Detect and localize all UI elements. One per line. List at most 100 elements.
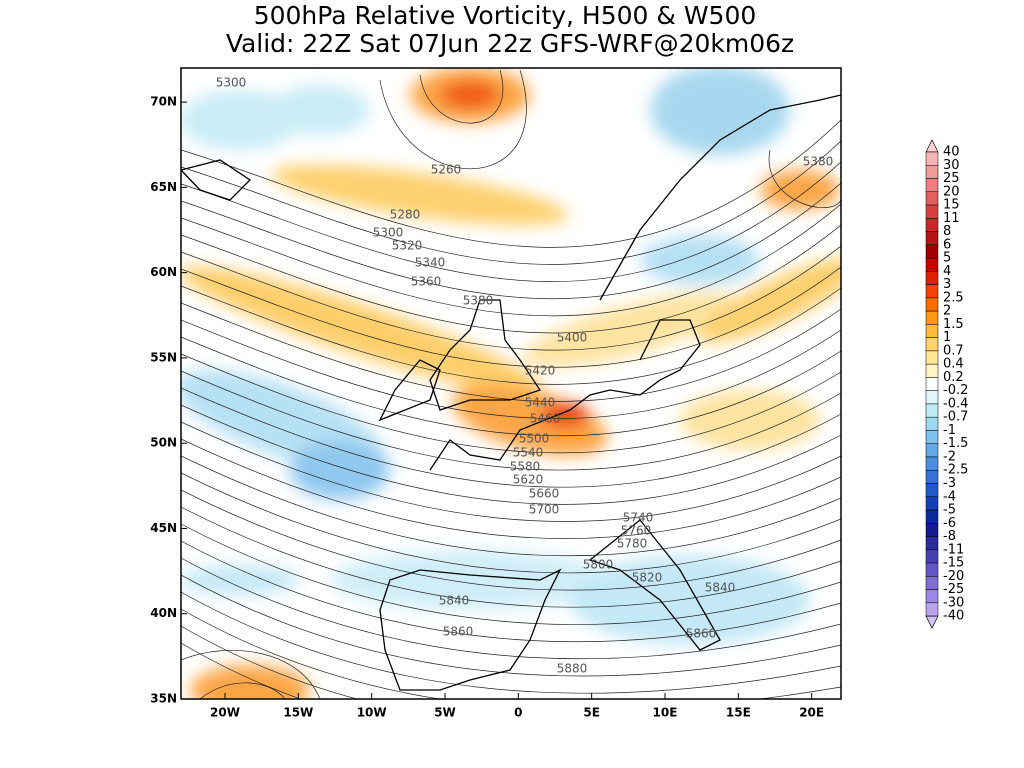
colorbar-label: 2.5 — [943, 290, 964, 305]
contour-label: 5400 — [557, 331, 588, 345]
colorbar-label: -0.7 — [943, 410, 968, 425]
colorbar-cap — [925, 615, 939, 629]
axes: 20W 15W 10W 5W 0 5E 10E 15E 20E 35N 40N 45N 50N 55N 60… — [150, 95, 824, 720]
colorbar-label: -0.2 — [943, 383, 968, 398]
colorbar-label: -2 — [943, 449, 956, 464]
contour-line — [181, 438, 841, 539]
colorbar-box — [925, 377, 939, 391]
contour-line — [181, 224, 841, 334]
contour-line — [181, 506, 841, 608]
contour-line — [181, 455, 841, 557]
colorbar-label: -6 — [943, 516, 956, 531]
contour-label: 5760 — [621, 524, 652, 538]
colorbar-box — [925, 602, 939, 617]
contour-line — [181, 625, 359, 699]
x-tick-label: 20E — [799, 706, 824, 720]
contour-line — [181, 266, 841, 368]
contour-line — [181, 182, 841, 299]
contour-label: 5340 — [415, 256, 446, 270]
colorbar-label: -25 — [943, 582, 964, 597]
colorbar-label: -5 — [943, 503, 956, 518]
contour-label: 5620 — [513, 473, 544, 487]
y-tick-label: 40N — [150, 606, 177, 620]
contour-label: 5840 — [705, 581, 736, 595]
colorbar-box — [925, 390, 939, 405]
contour-label: 5860 — [686, 627, 717, 641]
colorbar-box — [925, 416, 939, 431]
colorbar-label: 4 — [943, 264, 951, 279]
contour-label: 5500 — [519, 432, 550, 446]
colorbar-box — [925, 204, 939, 219]
colorbar-box — [925, 271, 939, 285]
colorbar-label: -40 — [943, 609, 964, 624]
contour-label: 5540 — [513, 446, 544, 460]
contour-label: 5300 — [373, 226, 404, 240]
colorbar-label: 2 — [943, 304, 951, 319]
colorbar-label: 3 — [943, 277, 951, 292]
contour-line — [181, 336, 841, 437]
contour-label: 5880 — [557, 662, 588, 676]
colorbar-box — [925, 324, 939, 338]
colorbar-box — [925, 483, 939, 498]
colorbar-box — [925, 536, 939, 551]
colorbar-box — [925, 297, 939, 312]
colorbar-label: 1.5 — [943, 317, 964, 332]
y-tick-label: 70N — [150, 95, 177, 109]
colorbar-label: 8 — [943, 224, 951, 239]
colorbar-label: -15 — [943, 556, 964, 571]
colorbar-label: 40 — [943, 145, 960, 160]
contour-line — [379, 69, 527, 170]
colorbar-box — [925, 523, 939, 537]
colorbar-box — [925, 257, 939, 272]
y-tick-label: 50N — [150, 436, 177, 450]
colorbar-label: -3 — [943, 476, 956, 491]
colorbar-label: 30 — [943, 158, 960, 173]
x-tick-label: 0 — [514, 706, 522, 720]
y-tick-label: 35N — [150, 692, 177, 706]
x-tick-label: 5E — [583, 706, 600, 720]
contour-label: 5800 — [583, 558, 614, 572]
y-tick-label: 60N — [150, 265, 177, 279]
vorticity-shading — [181, 68, 841, 699]
colorbar-box — [925, 337, 939, 352]
contour-line — [181, 353, 841, 454]
contour-line — [181, 161, 841, 282]
contour-label: 5260 — [431, 163, 462, 177]
colorbar-label: -0.4 — [943, 396, 968, 411]
colorbar: 403025201511865432.521.510.70.40.2-0.2-0… — [925, 139, 968, 629]
title-line: Valid: 22Z Sat 07Jun 22z GFS-WRF@20km06z — [226, 29, 794, 58]
x-tick-label: 15W — [283, 706, 313, 720]
x-tick-label: 20W — [210, 706, 240, 720]
colorbar-label: -30 — [943, 595, 964, 610]
colorbar-label: 0.7 — [943, 343, 964, 358]
contour-label: 5300 — [216, 76, 247, 90]
contour-label: 5780 — [617, 537, 648, 551]
y-tick-label: 45N — [150, 521, 177, 535]
contour-label: 5280 — [390, 208, 421, 222]
contour-label: 5580 — [510, 460, 541, 474]
colorbar-box — [925, 562, 939, 577]
x-tick-label: 10E — [653, 706, 678, 720]
contour-line — [181, 404, 841, 505]
contour-label: 5860 — [443, 625, 474, 639]
contour-label: 5820 — [632, 571, 663, 585]
contour-line — [181, 650, 321, 699]
contour-line — [768, 149, 841, 208]
map-frame — [180, 67, 842, 700]
y-tick-label: 55N — [150, 350, 177, 364]
colorbar-label: -8 — [943, 529, 956, 544]
colorbar-box — [925, 165, 939, 179]
colorbar-label: 0.4 — [943, 357, 964, 372]
coastlines — [181, 94, 841, 691]
contour-label: 5420 — [525, 364, 556, 378]
contour-line — [181, 574, 841, 677]
contour-line — [181, 319, 841, 419]
colorbar-box — [925, 231, 939, 246]
colorbar-label: -20 — [943, 569, 964, 584]
colorbar-label: -4 — [943, 489, 956, 504]
colorbar-box — [925, 496, 939, 511]
colorbar-label: -2.5 — [943, 463, 968, 478]
colorbar-box — [925, 589, 939, 604]
colorbar-label: 1 — [943, 330, 951, 345]
